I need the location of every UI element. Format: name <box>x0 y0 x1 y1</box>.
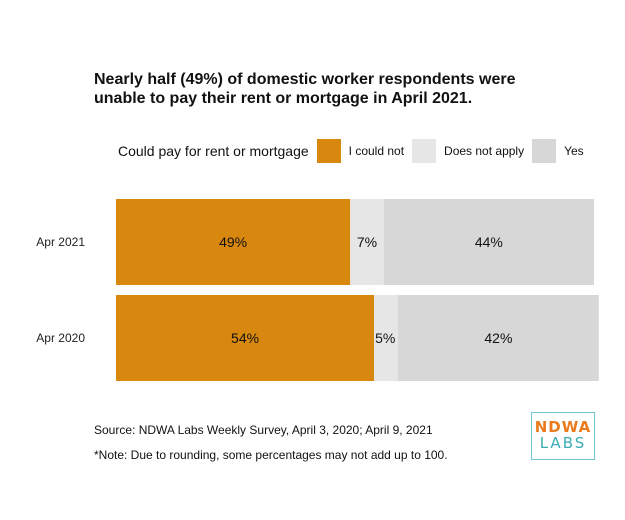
logo-line-2: LABS <box>539 434 587 452</box>
bar-does-not-apply-apr-2020 <box>374 295 399 381</box>
legend-swatch-i-could-not <box>316 139 341 163</box>
legend-title: Could pay for rent or mortgage <box>118 143 309 159</box>
legend-label-i-could-not: I could not <box>348 144 405 158</box>
legend-swatch-yes <box>532 139 557 163</box>
category-label-apr-2020: Apr 2020 <box>36 331 85 345</box>
bar-yes-apr-2021 <box>383 199 594 285</box>
bar-does-not-apply-apr-2021 <box>350 199 384 285</box>
rounding-note: *Note: Due to rounding, some percentages… <box>94 448 448 462</box>
data-label-i-could-not-apr-2020: 54% <box>231 330 259 346</box>
chart-title: Nearly half (49%) of domestic worker res… <box>94 70 574 108</box>
data-label-i-could-not-apr-2021: 49% <box>219 234 247 250</box>
chart-title-line-1: Nearly half (49%) of domestic worker res… <box>94 71 516 88</box>
chart-title-line-2: unable to pay their rent or mortgage in … <box>94 90 473 107</box>
legend-label-does-not-apply: Does not apply <box>444 144 525 158</box>
bar-i-could-not-apr-2021 <box>116 199 351 285</box>
logo-line-1: NDWA <box>534 418 592 437</box>
data-label-yes-apr-2021: 44% <box>475 234 503 250</box>
ndwa-labs-logo: NDWA LABS <box>531 412 595 460</box>
category-label-apr-2021: Apr 2021 <box>36 235 85 249</box>
legend-item-does-not-apply: Does not apply <box>412 139 524 163</box>
legend-label-yes: Yes <box>564 144 584 158</box>
legend-item-yes: Yes <box>532 139 584 163</box>
data-label-yes-apr-2020: 42% <box>484 330 512 346</box>
legend-swatch-does-not-apply <box>412 139 437 163</box>
data-label-does-not-apply-apr-2021: 7% <box>357 234 377 250</box>
legend-item-i-could-not: I could not <box>316 139 405 163</box>
source-note: Source: NDWA Labs Weekly Survey, April 3… <box>94 423 433 437</box>
bar-i-could-not-apr-2020 <box>116 295 375 381</box>
bar-yes-apr-2020 <box>398 295 599 381</box>
legend: Could pay for rent or mortgage I could n… <box>118 139 592 163</box>
data-label-does-not-apply-apr-2020: 5% <box>375 330 395 346</box>
